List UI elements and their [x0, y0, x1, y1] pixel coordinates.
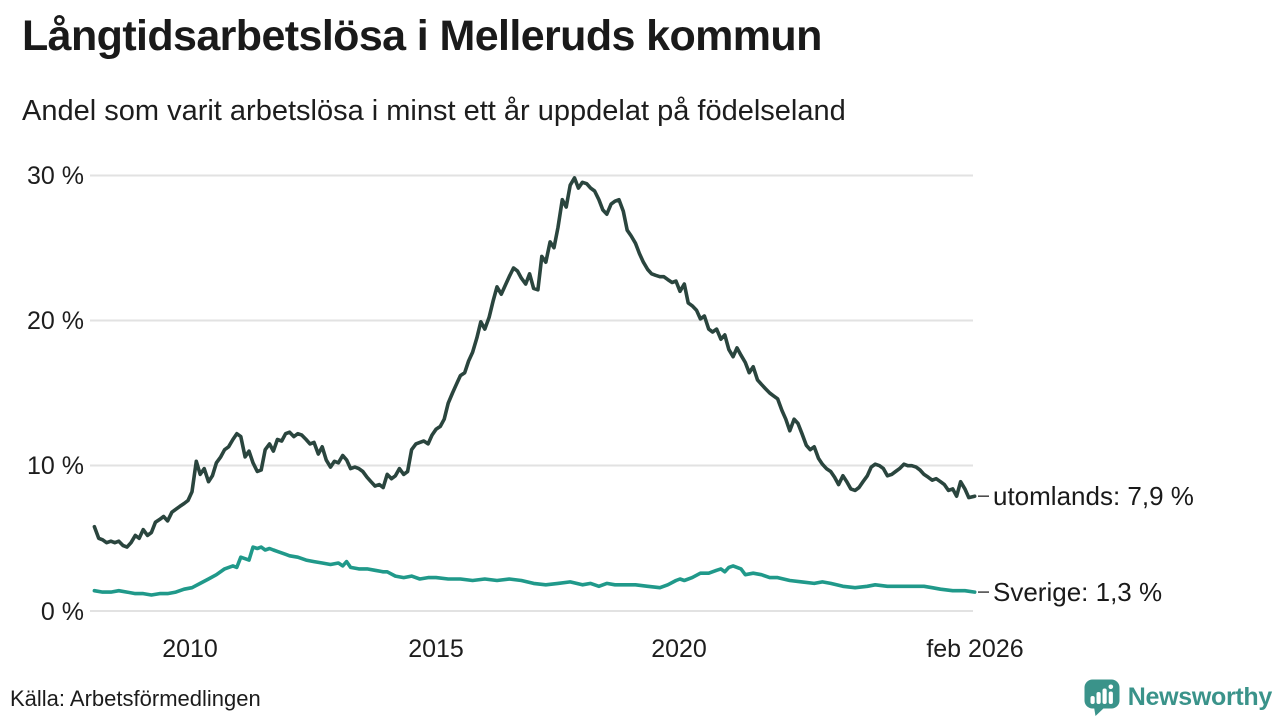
page-title: Långtidsarbetslösa i Melleruds kommun — [22, 12, 822, 60]
series-line-utomlands — [92, 176, 977, 549]
x-tick-2020: 2020 — [651, 635, 707, 663]
newsworthy-logo: Newsworthy — [1083, 678, 1272, 716]
y-tick-0: 0 % — [41, 598, 84, 626]
y-tick-30: 30 % — [27, 162, 84, 190]
newsworthy-wordmark: Newsworthy — [1127, 682, 1273, 711]
source-attribution: Källa: Arbetsförmedlingen — [10, 686, 261, 711]
y-tick-10: 10 % — [27, 452, 84, 480]
series-label-utomlands: utomlands: 7,9 % — [993, 481, 1194, 511]
chart-subtitle: Andel som varit arbetslösa i minst ett å… — [22, 95, 846, 127]
series-label-sverige: Sverige: 1,3 % — [993, 577, 1162, 607]
x-tick-feb-2026: feb 2026 — [926, 635, 1023, 663]
series-line-sverige — [92, 545, 977, 597]
newsworthy-bubble-icon — [1084, 679, 1120, 716]
x-tick-2010: 2010 — [162, 635, 218, 663]
y-tick-20: 20 % — [27, 307, 84, 335]
x-tick-2015: 2015 — [408, 635, 464, 663]
